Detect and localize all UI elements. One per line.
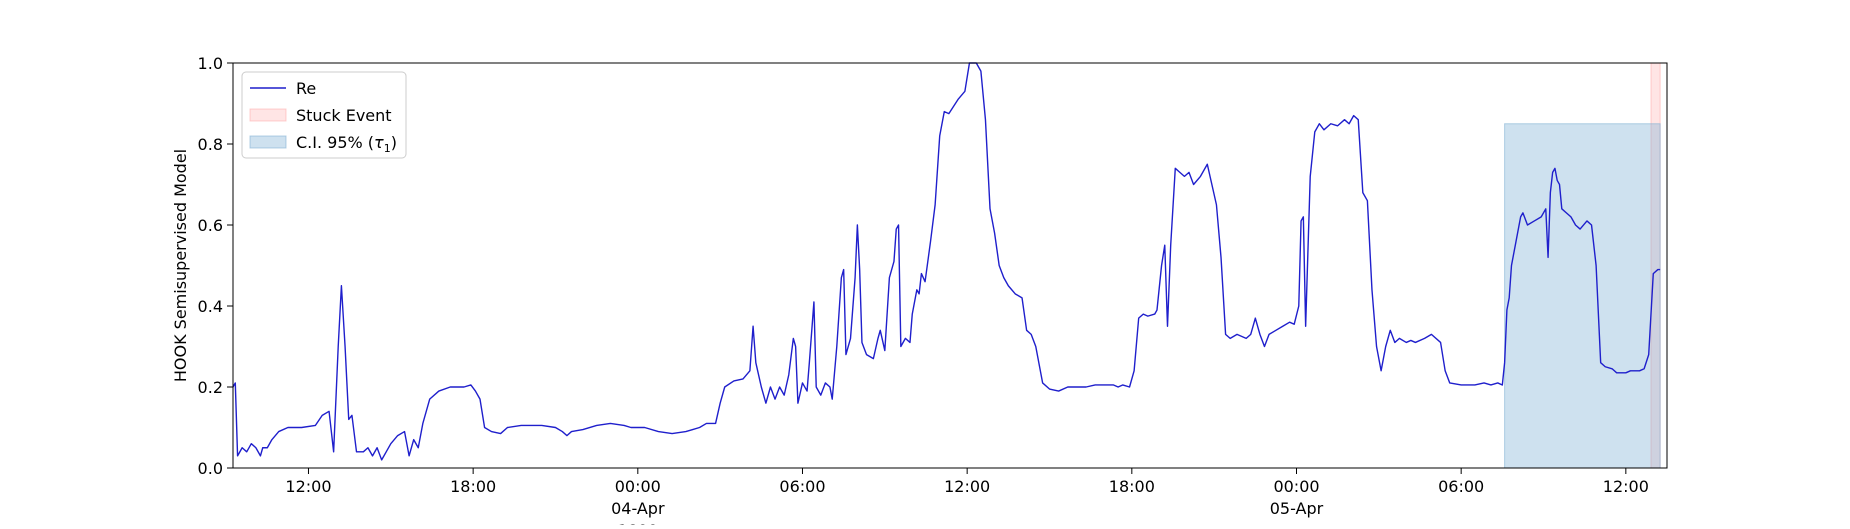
legend-swatch-stuck-event	[249, 108, 287, 122]
legend-label-text: Re	[296, 79, 316, 98]
y-tick-label: 1.0	[198, 54, 223, 73]
x-tick-label: 12:00	[944, 477, 990, 496]
x-tick-label: 18:00	[450, 477, 496, 496]
y-axis-label: HOOK Semisupervised Model	[171, 149, 190, 382]
legend-label: C.I. 95% (τ1)	[296, 133, 397, 155]
x-tick-label: 12:00	[1603, 477, 1649, 496]
legend-label: Re	[296, 79, 316, 98]
x-tick-label: 12:00	[285, 477, 331, 496]
y-tick-label: 0.4	[198, 297, 223, 316]
series-group	[232, 62, 1661, 461]
y-tick-label: 0.2	[198, 378, 223, 397]
legend-label: Stuck Event	[296, 106, 392, 125]
x-tick-date-label: 04-Apr	[611, 499, 665, 518]
x-tick-label: 00:00	[615, 477, 661, 496]
y-tick-label: 0.6	[198, 216, 223, 235]
legend-label-text: Stuck Event	[296, 106, 392, 125]
series-line-re	[232, 62, 1661, 461]
y-tick-label: 0.0	[198, 459, 223, 478]
x-tick-label: 00:00	[1273, 477, 1319, 496]
legend-swatch-confidence-interval	[249, 135, 287, 149]
x-tick-date-label: 05-Apr	[1270, 499, 1324, 518]
region-confidence-interval	[1504, 123, 1661, 469]
legend-label-close: )	[391, 133, 397, 152]
legend-label-symbol: τ	[374, 133, 384, 152]
shaded-regions	[1504, 62, 1661, 469]
x-tick-label: 06:00	[1438, 477, 1484, 496]
y-tick-label: 0.8	[198, 135, 223, 154]
x-tick-label: 18:00	[1109, 477, 1155, 496]
x-tick-label: 06:00	[779, 477, 825, 496]
x-tick-year-label: 1899	[617, 521, 658, 525]
legend-label-text: C.I. 95% (	[296, 133, 374, 152]
legend: Re Stuck Event C.I. 95% (τ1)	[241, 71, 407, 159]
legend-label-subscript: 1	[384, 142, 391, 155]
plot-frame	[232, 62, 1668, 469]
